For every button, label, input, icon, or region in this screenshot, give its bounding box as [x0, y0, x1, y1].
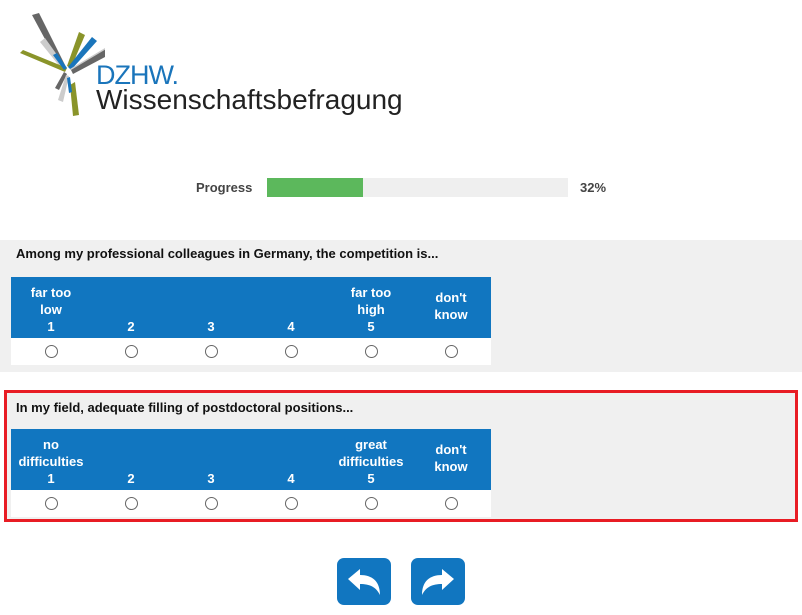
scale-cell — [331, 490, 411, 517]
scale-label: far too — [350, 285, 392, 300]
radio-option-4[interactable] — [284, 496, 298, 510]
scale-header-2: 2 — [91, 429, 171, 490]
scale-label — [171, 284, 251, 301]
scale-label — [251, 436, 331, 453]
progress-bar — [267, 178, 568, 197]
back-button[interactable] — [337, 558, 391, 605]
scale-label: 4 — [287, 471, 295, 486]
logo-name: Wissenschaftsbefragung — [96, 84, 403, 115]
radio-option-6[interactable] — [444, 344, 458, 358]
radio-option-3[interactable] — [204, 496, 218, 510]
radio-option-4[interactable] — [284, 344, 298, 358]
logo-brand: DZHW. — [96, 60, 179, 90]
scale-label: 1 — [47, 319, 55, 334]
radio-option-5[interactable] — [364, 344, 378, 358]
scale-label — [91, 436, 171, 453]
progress-percent: 32% — [580, 180, 607, 195]
scale-header-4: 4 — [251, 277, 331, 338]
scale-label: 2 — [127, 319, 135, 334]
scale-label — [171, 436, 251, 453]
radio-option-5[interactable] — [364, 496, 378, 510]
back-arrow-icon — [348, 568, 380, 595]
scale-header-3: 3 — [171, 429, 251, 490]
scale-cell — [91, 338, 171, 365]
progress-fill — [267, 178, 364, 197]
scale-label: know — [434, 307, 468, 322]
scale-label: don't — [435, 290, 467, 305]
scale-header-6: don't know — [411, 429, 491, 490]
scale-header-3: 3 — [171, 277, 251, 338]
scale-label: 2 — [127, 471, 135, 486]
scale-label: 1 — [47, 471, 55, 486]
next-button[interactable] — [411, 558, 465, 605]
scale-cell — [91, 490, 171, 517]
scale-header-6: don't know — [411, 277, 491, 338]
scale-label: 5 — [367, 319, 375, 334]
scale-cell — [11, 338, 91, 365]
scale-label: don't — [435, 442, 467, 457]
scale-label — [251, 453, 331, 470]
scale-label — [171, 301, 251, 318]
progress-label: Progress — [196, 180, 253, 195]
forward-arrow-icon — [422, 568, 454, 595]
scale-label: far too — [30, 285, 72, 300]
radio-option-3[interactable] — [204, 344, 218, 358]
scale-label: 5 — [367, 471, 375, 486]
scale-label: difficulties — [18, 454, 84, 469]
logo-icon — [20, 13, 105, 116]
scale-label — [91, 284, 171, 301]
rating-scale: far too low 1 2 3 4 far too high 5 don't know — [11, 277, 491, 365]
question-competition: Among my professional colleagues in Germ… — [0, 240, 802, 372]
scale-label: 4 — [287, 319, 295, 334]
scale-cell — [11, 490, 91, 517]
radio-option-2[interactable] — [124, 496, 138, 510]
scale-cell — [331, 338, 411, 365]
scale-cell — [251, 338, 331, 365]
question-text: Among my professional colleagues in Germ… — [16, 246, 439, 261]
radio-option-1[interactable] — [44, 496, 58, 510]
scale-label: low — [40, 302, 62, 317]
rating-scale: no difficulties 1 2 3 4 great difficulties 5 d… — [11, 429, 491, 517]
scale-label — [91, 301, 171, 318]
radio-option-6[interactable] — [444, 496, 458, 510]
scale-header-2: 2 — [91, 277, 171, 338]
scale-label: 3 — [207, 471, 215, 486]
scale-label: know — [434, 459, 468, 474]
scale-label: no — [43, 437, 59, 452]
scale-label — [91, 453, 171, 470]
scale-label: high — [357, 302, 385, 317]
radio-option-1[interactable] — [44, 344, 58, 358]
scale-cell — [411, 338, 491, 365]
scale-cell — [171, 490, 251, 517]
scale-label — [251, 284, 331, 301]
scale-header-5: far too high 5 — [331, 277, 411, 338]
scale-cell — [411, 490, 491, 517]
scale-label: 3 — [207, 319, 215, 334]
scale-header-5: great difficulties 5 — [331, 429, 411, 490]
scale-cell — [251, 490, 331, 517]
scale-header-1: no difficulties 1 — [11, 429, 91, 490]
scale-label — [251, 301, 331, 318]
question-postdoc-filling: In my field, adequate filling of postdoc… — [4, 390, 798, 522]
scale-header-4: 4 — [251, 429, 331, 490]
scale-header-1: far too low 1 — [11, 277, 91, 338]
scale-label: difficulties — [338, 454, 404, 469]
question-text: In my field, adequate filling of postdoc… — [16, 400, 354, 415]
scale-label: great — [355, 437, 387, 452]
scale-label — [171, 453, 251, 470]
radio-option-2[interactable] — [124, 344, 138, 358]
scale-cell — [171, 338, 251, 365]
